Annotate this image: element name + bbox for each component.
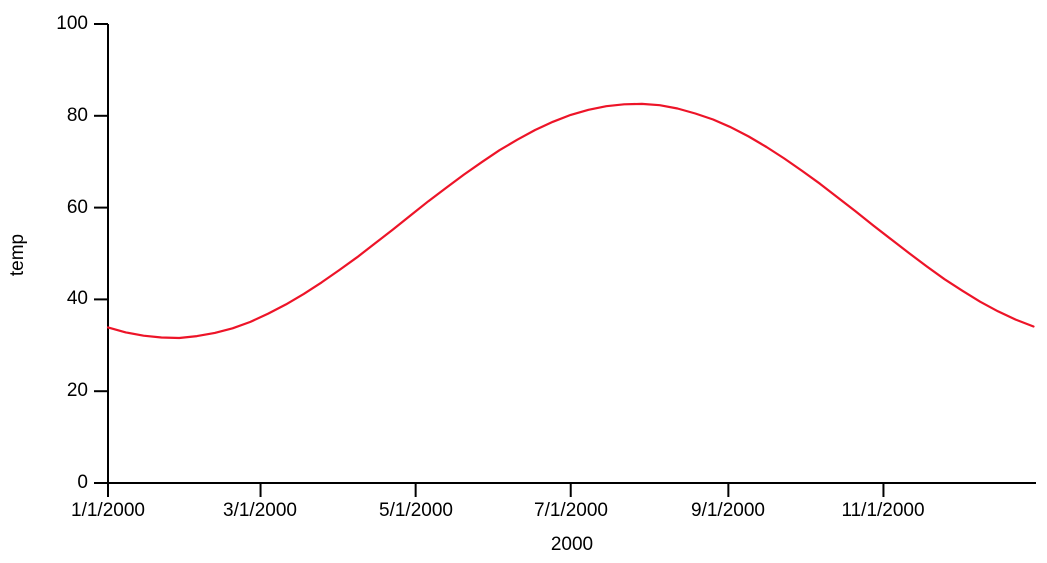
x-tick-label-jan: 1/1/2000 <box>71 500 145 521</box>
temp-curve <box>106 102 1035 340</box>
x-tick-label-sep: 9/1/2000 <box>691 500 765 521</box>
y-tick-label-20: 20 <box>66 380 88 401</box>
x-tick-label-jul: 7/1/2000 <box>534 500 608 521</box>
x-tick-label-mar: 3/1/2000 <box>223 500 297 521</box>
y-axis-title: temp <box>7 233 28 277</box>
y-tick-label-40: 40 <box>66 288 88 309</box>
x-tick-label-may: 5/1/2000 <box>379 500 453 521</box>
y-tick-label-60: 60 <box>66 197 88 218</box>
x-tick-label-nov: 11/1/2000 <box>841 500 925 521</box>
y-tick-label-0: 0 <box>77 472 88 493</box>
x-axis-title: 2000 <box>550 534 594 555</box>
y-tick-label-100: 100 <box>56 13 88 34</box>
y-tick-label-80: 80 <box>66 105 88 126</box>
